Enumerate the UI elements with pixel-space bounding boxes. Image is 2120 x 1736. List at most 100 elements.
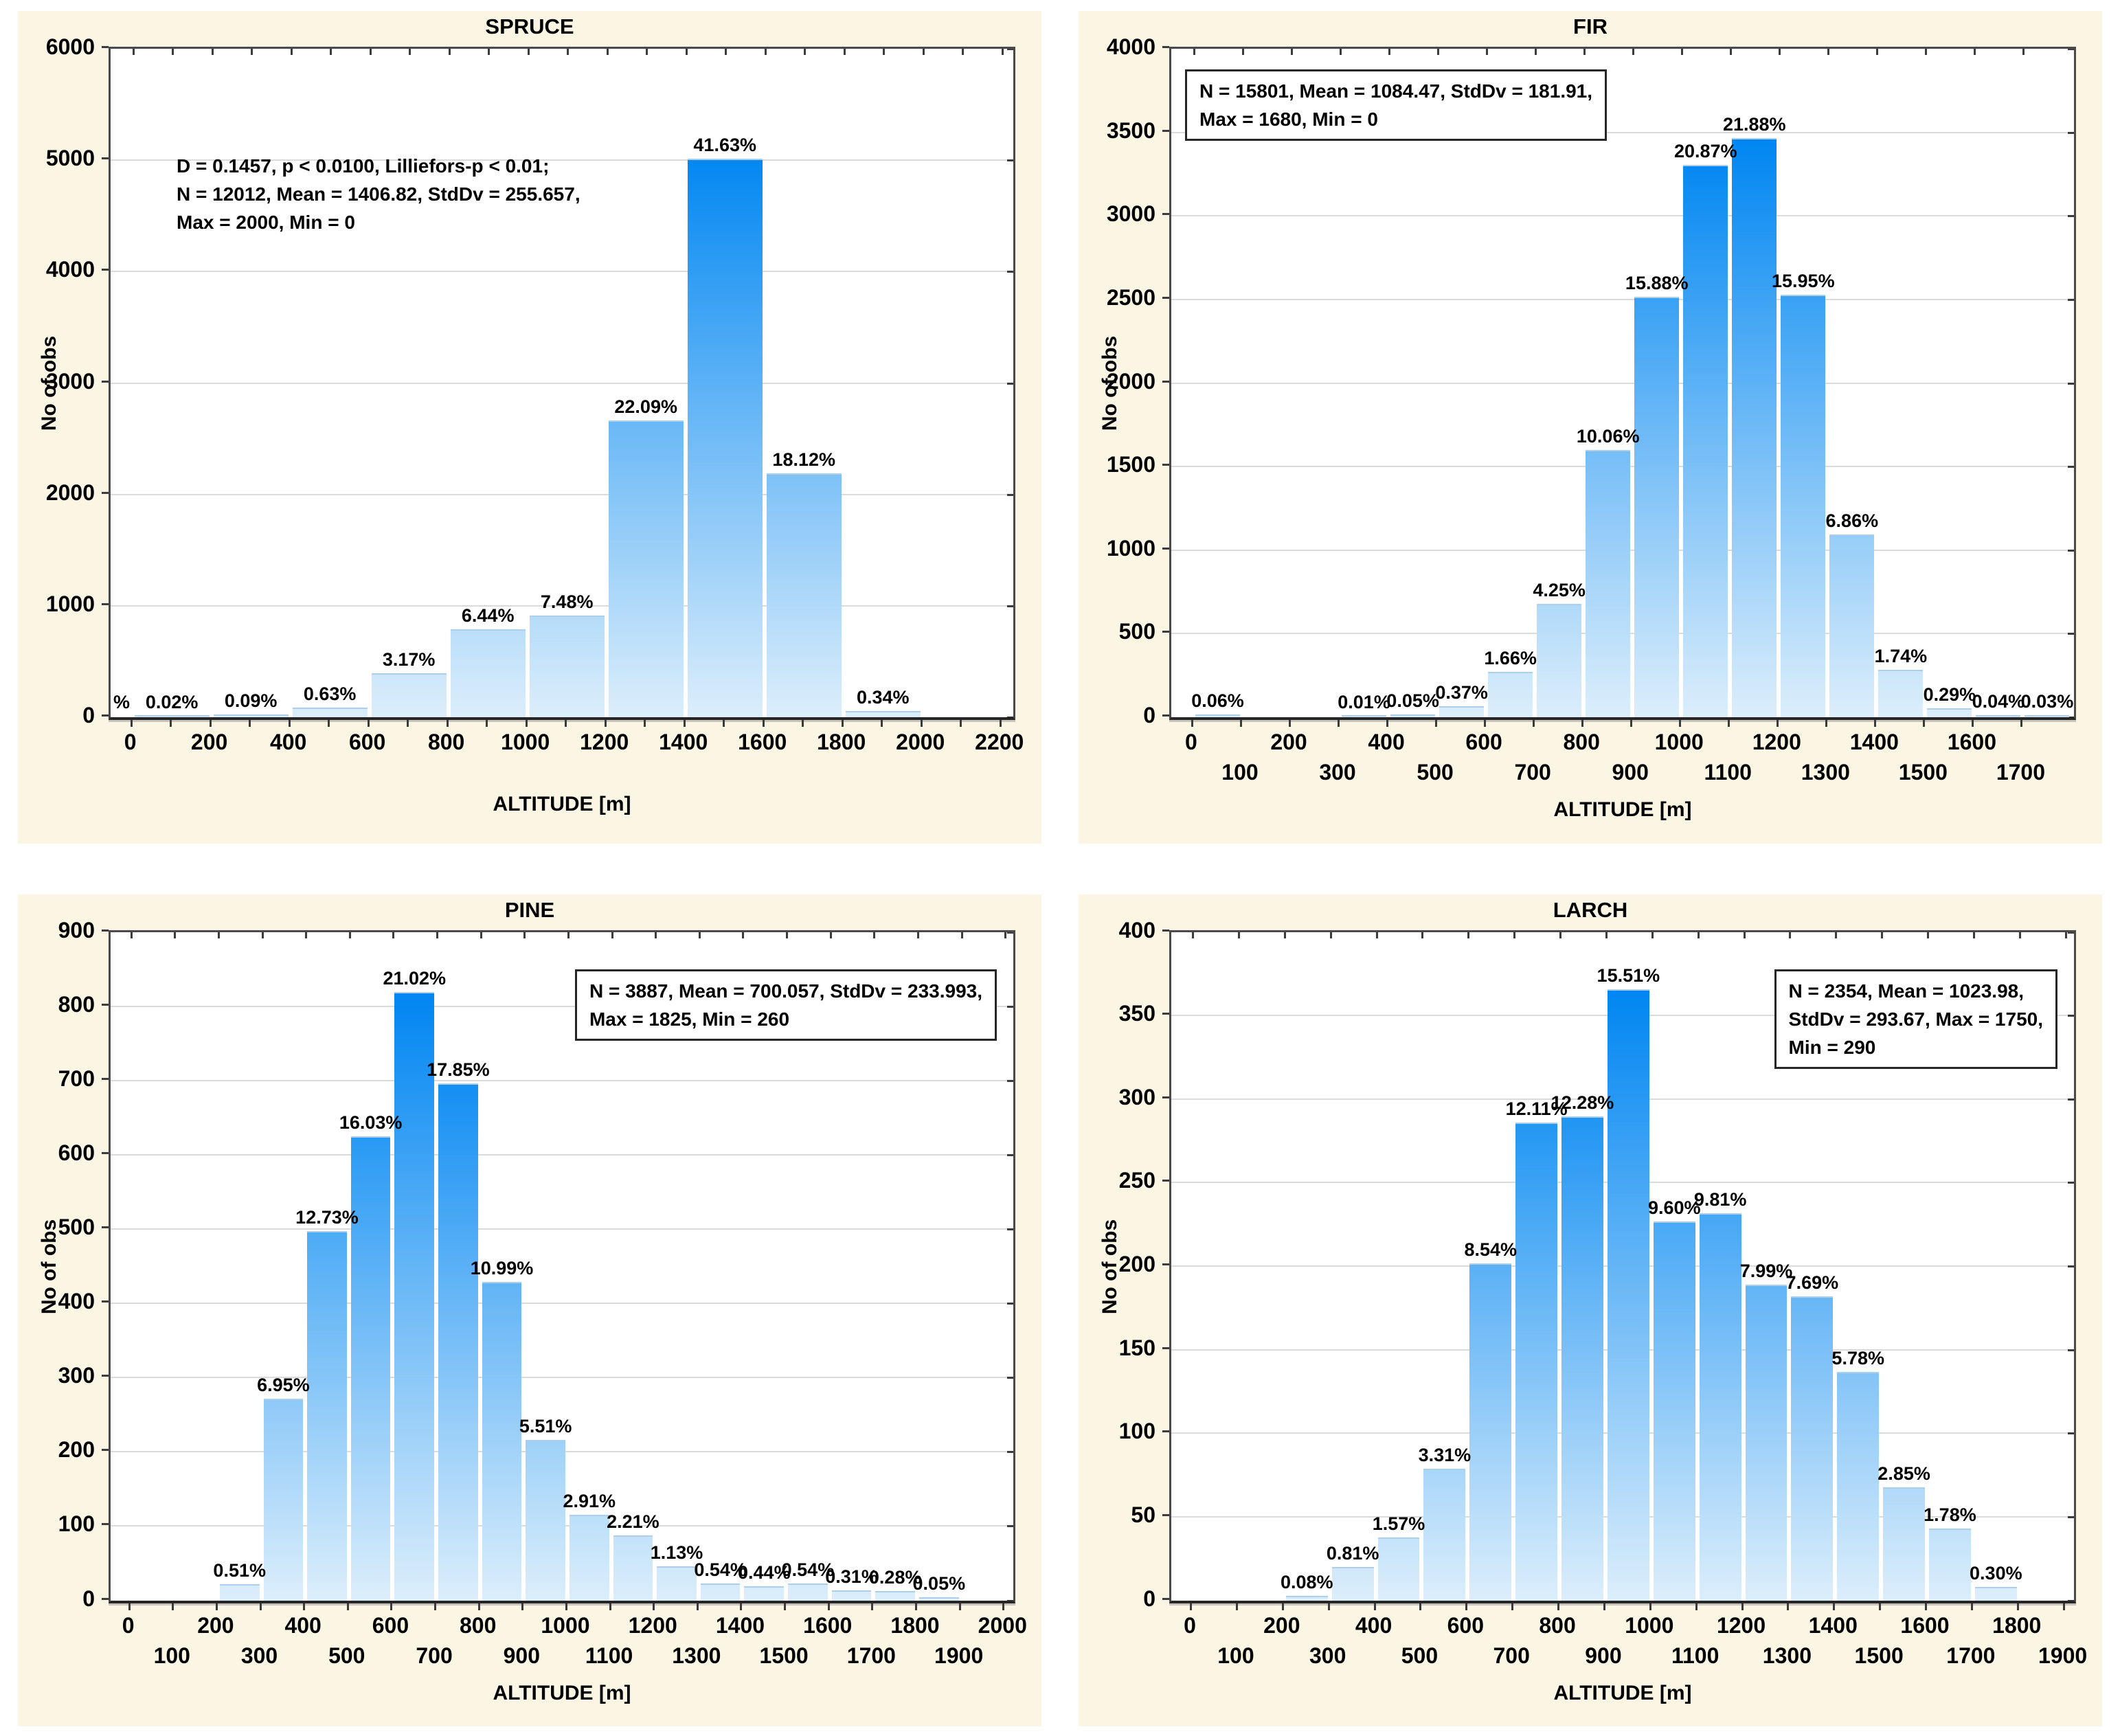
y-tick-mark-inner (1007, 717, 1013, 719)
y-tick-mark (1162, 380, 1169, 383)
y-tick-mark (102, 1226, 109, 1228)
x-tick-label: 200 (1263, 1612, 1300, 1638)
y-tick-mark (102, 157, 109, 160)
histogram-bar (1829, 534, 1875, 717)
bar-percent-label: 20.87% (1673, 140, 1737, 161)
x-tick-label: 500 (1401, 1643, 1439, 1668)
y-tick-label: 800 (58, 991, 95, 1017)
histogram-bar (1883, 1487, 1925, 1601)
x-tick-mark-inner (829, 932, 832, 938)
bar-percent-label: 6.86% (1825, 510, 1879, 532)
histogram-bar (529, 616, 605, 717)
y-tick-mark (1162, 213, 1169, 216)
x-tick-mark (1630, 720, 1633, 727)
x-tick-mark-inner (305, 932, 308, 938)
x-tick-mark (565, 1603, 567, 1610)
x-tick-label: 2000 (896, 730, 945, 754)
x-tick-mark (1833, 1603, 1836, 1610)
x-tick-mark-inner (1779, 49, 1781, 55)
y-tick-mark (102, 1597, 109, 1600)
histogram-bar (687, 159, 763, 717)
y-gridline (111, 493, 1013, 495)
x-tick-label: 1300 (1762, 1643, 1812, 1668)
y-tick-mark-inner (1007, 1303, 1013, 1305)
y-tick-label: 3500 (1106, 117, 1155, 143)
y-tick-label: 3000 (1106, 201, 1155, 227)
x-tick-mark-inner (132, 49, 135, 55)
y-tick-mark (1162, 464, 1169, 466)
y-tick-label: 700 (58, 1066, 95, 1091)
bar-percent-label: 5.78% (1831, 1347, 1884, 1368)
x-tick-mark-inner (1192, 932, 1195, 938)
x-tick-label: 1400 (659, 730, 708, 754)
y-axis-title: No of obs (1098, 335, 1121, 431)
x-tick-label: 700 (416, 1643, 453, 1668)
stats-line: N = 15801, Mean = 1084.47, StdDv = 181.9… (1199, 80, 1593, 102)
x-tick-mark-inner (1513, 932, 1516, 938)
histogram-bar (482, 1281, 522, 1601)
histogram-bar (394, 992, 435, 1601)
x-tick-mark (841, 720, 844, 727)
x-tick-label: 1700 (1996, 760, 2045, 785)
bar-percent-label: 15.88% (1625, 272, 1689, 293)
stats-line: N = 3887, Mean = 700.057, StdDv = 233.99… (589, 980, 982, 1002)
x-tick-label: 1700 (1946, 1643, 1996, 1668)
bar-percent-label: 1.78% (1924, 1504, 1976, 1526)
x-tick-mark (1190, 1603, 1193, 1610)
x-tick-mark (172, 1603, 174, 1610)
bar-percent-label: 18.12% (772, 449, 836, 470)
y-tick-label: 0 (1143, 1586, 1155, 1611)
x-tick-mark (1484, 720, 1487, 727)
histogram-bar (450, 629, 526, 717)
x-tick-mark-inner (1972, 932, 1975, 938)
bar-percent-label: 0.08% (1280, 1571, 1333, 1592)
x-tick-label: 1500 (759, 1643, 809, 1668)
x-tick-mark (1191, 720, 1193, 727)
x-tick-mark-inner (1925, 49, 1928, 55)
y-gridline (111, 1079, 1013, 1081)
y-tick-mark-inner (1007, 382, 1013, 385)
bar-percent-label: 0.04% (1972, 690, 2025, 712)
y-tick-mark-inner (1007, 1525, 1013, 1528)
x-tick-mark (1603, 1603, 1605, 1610)
x-tick-mark-inner (1437, 49, 1440, 55)
x-tick-label: 400 (1368, 730, 1405, 754)
y-gridline (111, 1303, 1013, 1305)
x-tick-mark-inner (174, 932, 177, 938)
x-tick-label: 900 (503, 1643, 541, 1668)
x-tick-label: 1600 (1900, 1612, 1950, 1638)
y-axis-title: No of obs (38, 1219, 60, 1314)
histogram-bar (1732, 138, 1777, 717)
y-tick-mark-inner (2068, 633, 2074, 635)
x-tick-mark-inner (786, 932, 789, 938)
y-tick-label: 1000 (45, 591, 95, 616)
x-tick-mark (1777, 720, 1779, 727)
y-tick-mark (1162, 129, 1169, 132)
x-tick-mark-inner (1467, 932, 1470, 938)
y-tick-mark-inner (1007, 493, 1013, 496)
x-tick-mark (1874, 720, 1877, 727)
x-tick-mark-inner (523, 932, 526, 938)
x-tick-label: 600 (372, 1612, 409, 1638)
y-tick-label: 400 (58, 1289, 95, 1314)
x-tick-label: 700 (1514, 760, 1551, 785)
y-tick-mark-inner (1007, 159, 1013, 162)
bar-percent-label: 1.57% (1372, 1513, 1425, 1534)
x-tick-mark-inner (567, 49, 570, 55)
bar-percent-label: 0.05% (1386, 690, 1439, 712)
x-tick-mark-inner (1004, 932, 1007, 938)
histogram-bar (608, 420, 684, 717)
x-tick-mark-inner (130, 932, 133, 938)
y-tick-mark-inner (1007, 1079, 1013, 1082)
x-tick-label: 400 (284, 1612, 322, 1638)
x-tick-mark-inner (1535, 49, 1537, 55)
x-tick-mark (1002, 1603, 1005, 1610)
x-tick-mark (604, 720, 607, 727)
histogram-bar (1745, 1285, 1788, 1601)
x-tick-mark-inner (261, 932, 264, 938)
bar-percent-label: 0.29% (1923, 684, 1976, 705)
histogram-bar (919, 1597, 959, 1601)
y-tick-mark (102, 602, 109, 605)
x-tick-mark (960, 720, 962, 727)
